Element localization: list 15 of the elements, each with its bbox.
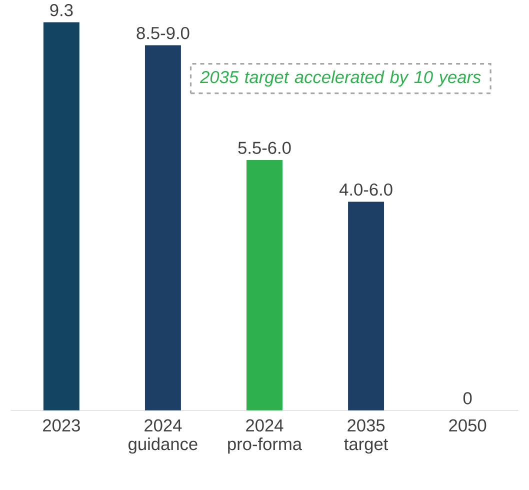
x-tick-label: 2024 guidance [128, 419, 198, 454]
data-label: 5.5-6.0 [238, 142, 291, 154]
bar [348, 202, 384, 410]
bar [43, 22, 80, 410]
x-tick-label: 2024 pro-forma [228, 419, 302, 454]
x-tick-label: 2050 [449, 419, 486, 432]
x-tick-label: 2035 target [344, 419, 388, 454]
x-tick-label: 2023 [43, 419, 80, 432]
data-label: 4.0-6.0 [339, 183, 392, 196]
annotation: 2035 target accelerated by 10 years [200, 70, 481, 86]
bar [144, 45, 181, 410]
bar [246, 160, 282, 410]
data-label: 0 [463, 392, 472, 404]
data-label: 8.5-9.0 [136, 26, 190, 40]
data-label: 9.3 [50, 4, 73, 16]
